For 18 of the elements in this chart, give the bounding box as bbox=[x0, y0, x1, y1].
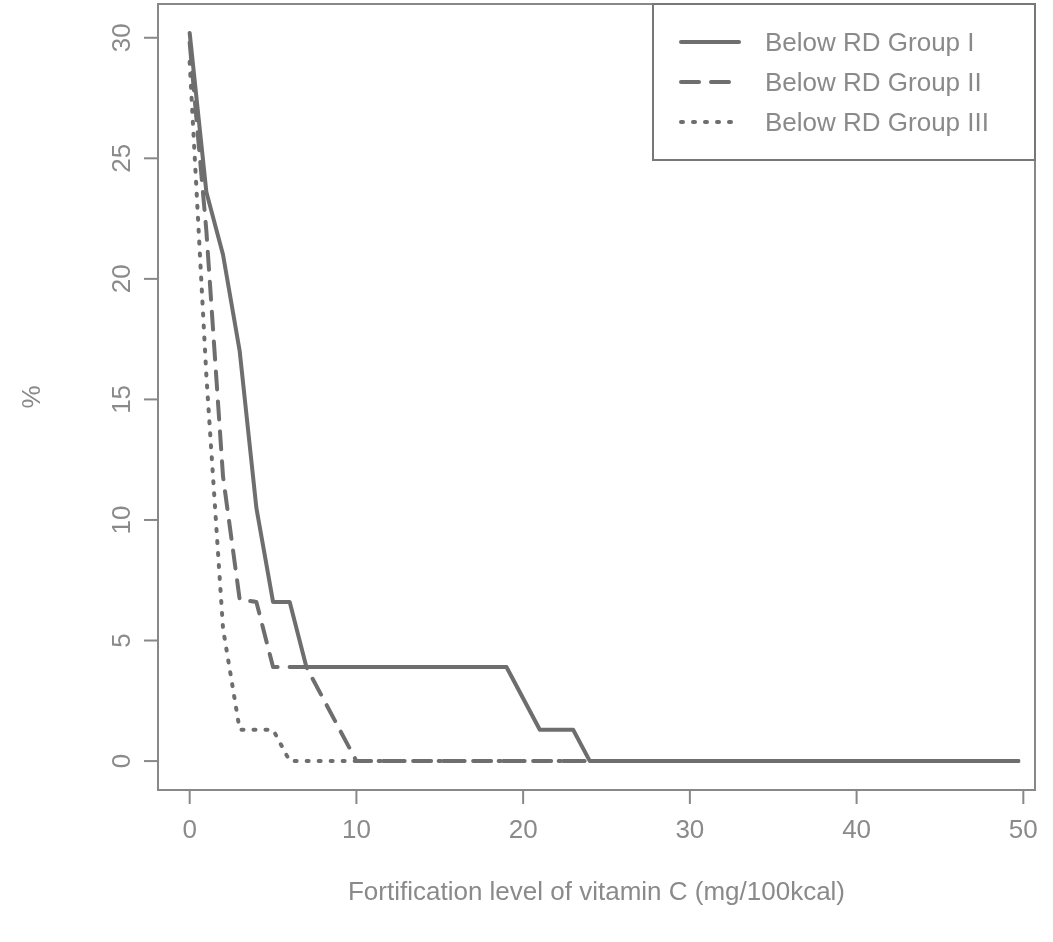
y-tick-label: 10 bbox=[106, 505, 136, 535]
legend-label: Below RD Group I bbox=[765, 27, 975, 57]
x-tick-label: 20 bbox=[508, 814, 538, 844]
y-tick-label: 25 bbox=[106, 143, 136, 173]
y-tick-label: 15 bbox=[106, 384, 136, 414]
x-axis-title: Fortification level of vitamin C (mg/100kcal) bbox=[347, 876, 846, 906]
y-tick-label: 20 bbox=[106, 264, 136, 294]
x-tick-label: 10 bbox=[341, 814, 371, 844]
y-tick-label: 5 bbox=[106, 633, 136, 648]
y-tick-label: 30 bbox=[106, 23, 136, 53]
x-tick-label: 40 bbox=[842, 814, 872, 844]
y-tick-label: 0 bbox=[106, 753, 136, 769]
legend-label: Below RD Group III bbox=[765, 107, 989, 137]
x-tick-label: 0 bbox=[182, 814, 197, 844]
x-tick-label: 30 bbox=[675, 814, 705, 844]
legend-label: Below RD Group II bbox=[765, 67, 982, 97]
y-axis-title: % bbox=[16, 385, 46, 409]
x-tick-label: 50 bbox=[1008, 814, 1038, 844]
